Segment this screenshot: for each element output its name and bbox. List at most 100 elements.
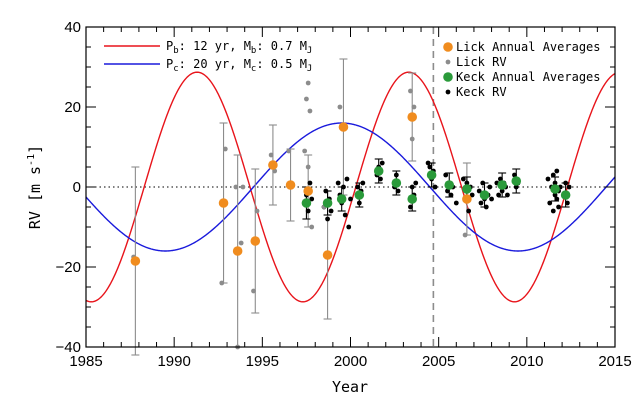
legend-label-part: b [251, 46, 256, 56]
x-axis-title: Year [332, 378, 368, 396]
keck-rv-point [432, 184, 438, 190]
legend-label-part: J [307, 64, 312, 74]
lick-average-point [338, 122, 349, 132]
x-tick-label: 2005 [422, 353, 455, 370]
keck-rv-point [448, 192, 454, 198]
keck-rv-point [487, 184, 493, 190]
keck-rv-point [307, 180, 313, 186]
lick-rv-point [305, 80, 311, 86]
keck-rv-point [547, 200, 553, 206]
keck-rv-point [545, 176, 551, 182]
lick-rv-point [238, 240, 244, 246]
keck-rv-point [513, 184, 519, 190]
x-tick-label: 1985 [69, 353, 102, 370]
keck-rv-point [469, 192, 475, 198]
lick-rv-point [219, 280, 225, 286]
keck-rv-point [445, 188, 450, 194]
keck-rv-point [478, 200, 484, 206]
keck-rv-point [564, 200, 570, 206]
legend-label-part: M [244, 57, 251, 71]
legend-label-part: c [173, 64, 178, 74]
y-tick-label: 40 [64, 19, 81, 36]
keck-rv-point [323, 188, 329, 194]
y-axis-title-main: RV [m s [26, 166, 44, 229]
keck-rv-point [409, 184, 415, 190]
lick-rv-point [286, 148, 292, 154]
legend-label-part: J [307, 46, 312, 56]
lick-average-point [407, 112, 418, 122]
keck-rv-point [512, 172, 517, 178]
lick-rv-point [302, 148, 308, 154]
keck-rv-point [305, 208, 311, 214]
y-axis-title-tail: ] [26, 145, 44, 154]
keck-average-point [322, 198, 333, 208]
x-tick-label: 2015 [598, 353, 631, 370]
model-curve-c [86, 122, 615, 252]
lick-average-point [232, 246, 243, 256]
keck-rv-point [356, 200, 362, 206]
keck-rv-point [499, 188, 505, 194]
y-tick-label: −20 [56, 259, 81, 276]
lick-rv-point [222, 146, 228, 152]
y-axis-title-group: RV [m s-1] [26, 145, 44, 229]
keck-rv-point [344, 176, 350, 182]
keck-rv-point [341, 184, 346, 190]
lick-rv-point [462, 232, 468, 238]
y-axis-title-sup: -1 [26, 154, 37, 166]
keck-rv-point [379, 160, 385, 166]
lick-rv-point [309, 224, 315, 230]
keck-rv-point [395, 188, 401, 194]
x-tick-label: 2000 [334, 353, 367, 370]
keck-average-point [407, 194, 418, 204]
keck-rv-point [466, 208, 472, 214]
keck-rv-point [408, 204, 413, 210]
keck-rv-point [335, 180, 341, 186]
keck-rv-point [413, 180, 419, 186]
legend-label-part: M [244, 39, 251, 53]
legend-label-part: : 12 yr, [179, 39, 244, 53]
lick-average-point [285, 180, 296, 190]
keck-rv-point [550, 208, 556, 214]
keck-rv-point [563, 180, 569, 186]
lick-average-point [218, 198, 229, 208]
keck-rv-point [480, 180, 486, 186]
x-tick-label: 2010 [510, 353, 543, 370]
x-tick-label: 1990 [157, 353, 190, 370]
keck-average-point [426, 170, 437, 180]
keck-rv-point [505, 192, 510, 198]
lick-rv-layer [131, 80, 470, 350]
keck-rv-point [355, 184, 360, 190]
legend-label-part: P [166, 57, 173, 71]
keck-rv-point [566, 184, 572, 190]
legend-label-c: Pc: 20 yr, Mc: 0.5 MJ [166, 57, 312, 74]
keck-rv-point [427, 164, 433, 170]
lick-rv-point [305, 164, 311, 170]
averages-layer [130, 112, 571, 266]
legend-label-part: : 0.5 M [256, 57, 307, 71]
keck-rv-point [453, 200, 459, 206]
keck-rv-point [360, 180, 366, 186]
legend-label-part: b [173, 46, 178, 56]
lick-average-point [462, 194, 472, 204]
legend-entry-label: Keck RV [456, 85, 507, 99]
legend-label-part: : 0.7 M [256, 39, 307, 53]
legend-marker [443, 72, 453, 82]
keck-average-point [391, 178, 402, 188]
lick-rv-point [408, 88, 413, 94]
legend-marker [443, 42, 453, 52]
lick-rv-point [307, 108, 313, 114]
legend-entry-label: Lick Annual Averages [456, 40, 601, 54]
legend-marker [445, 89, 451, 95]
lick-average-point [322, 250, 333, 260]
keck-rv-point [425, 160, 431, 166]
lick-rv-point [409, 136, 415, 142]
keck-average-point [336, 194, 347, 204]
keck-rv-point [378, 176, 383, 182]
tick-labels-layer: 1985 1990 1995 2000 2005 2010 2015 −40 −20 0 20 40 [56, 19, 632, 370]
legend-label-part: : 20 yr, [179, 57, 244, 71]
keck-rv-point [328, 208, 334, 214]
keck-rv-point [309, 196, 315, 202]
keck-average-point [444, 180, 455, 190]
